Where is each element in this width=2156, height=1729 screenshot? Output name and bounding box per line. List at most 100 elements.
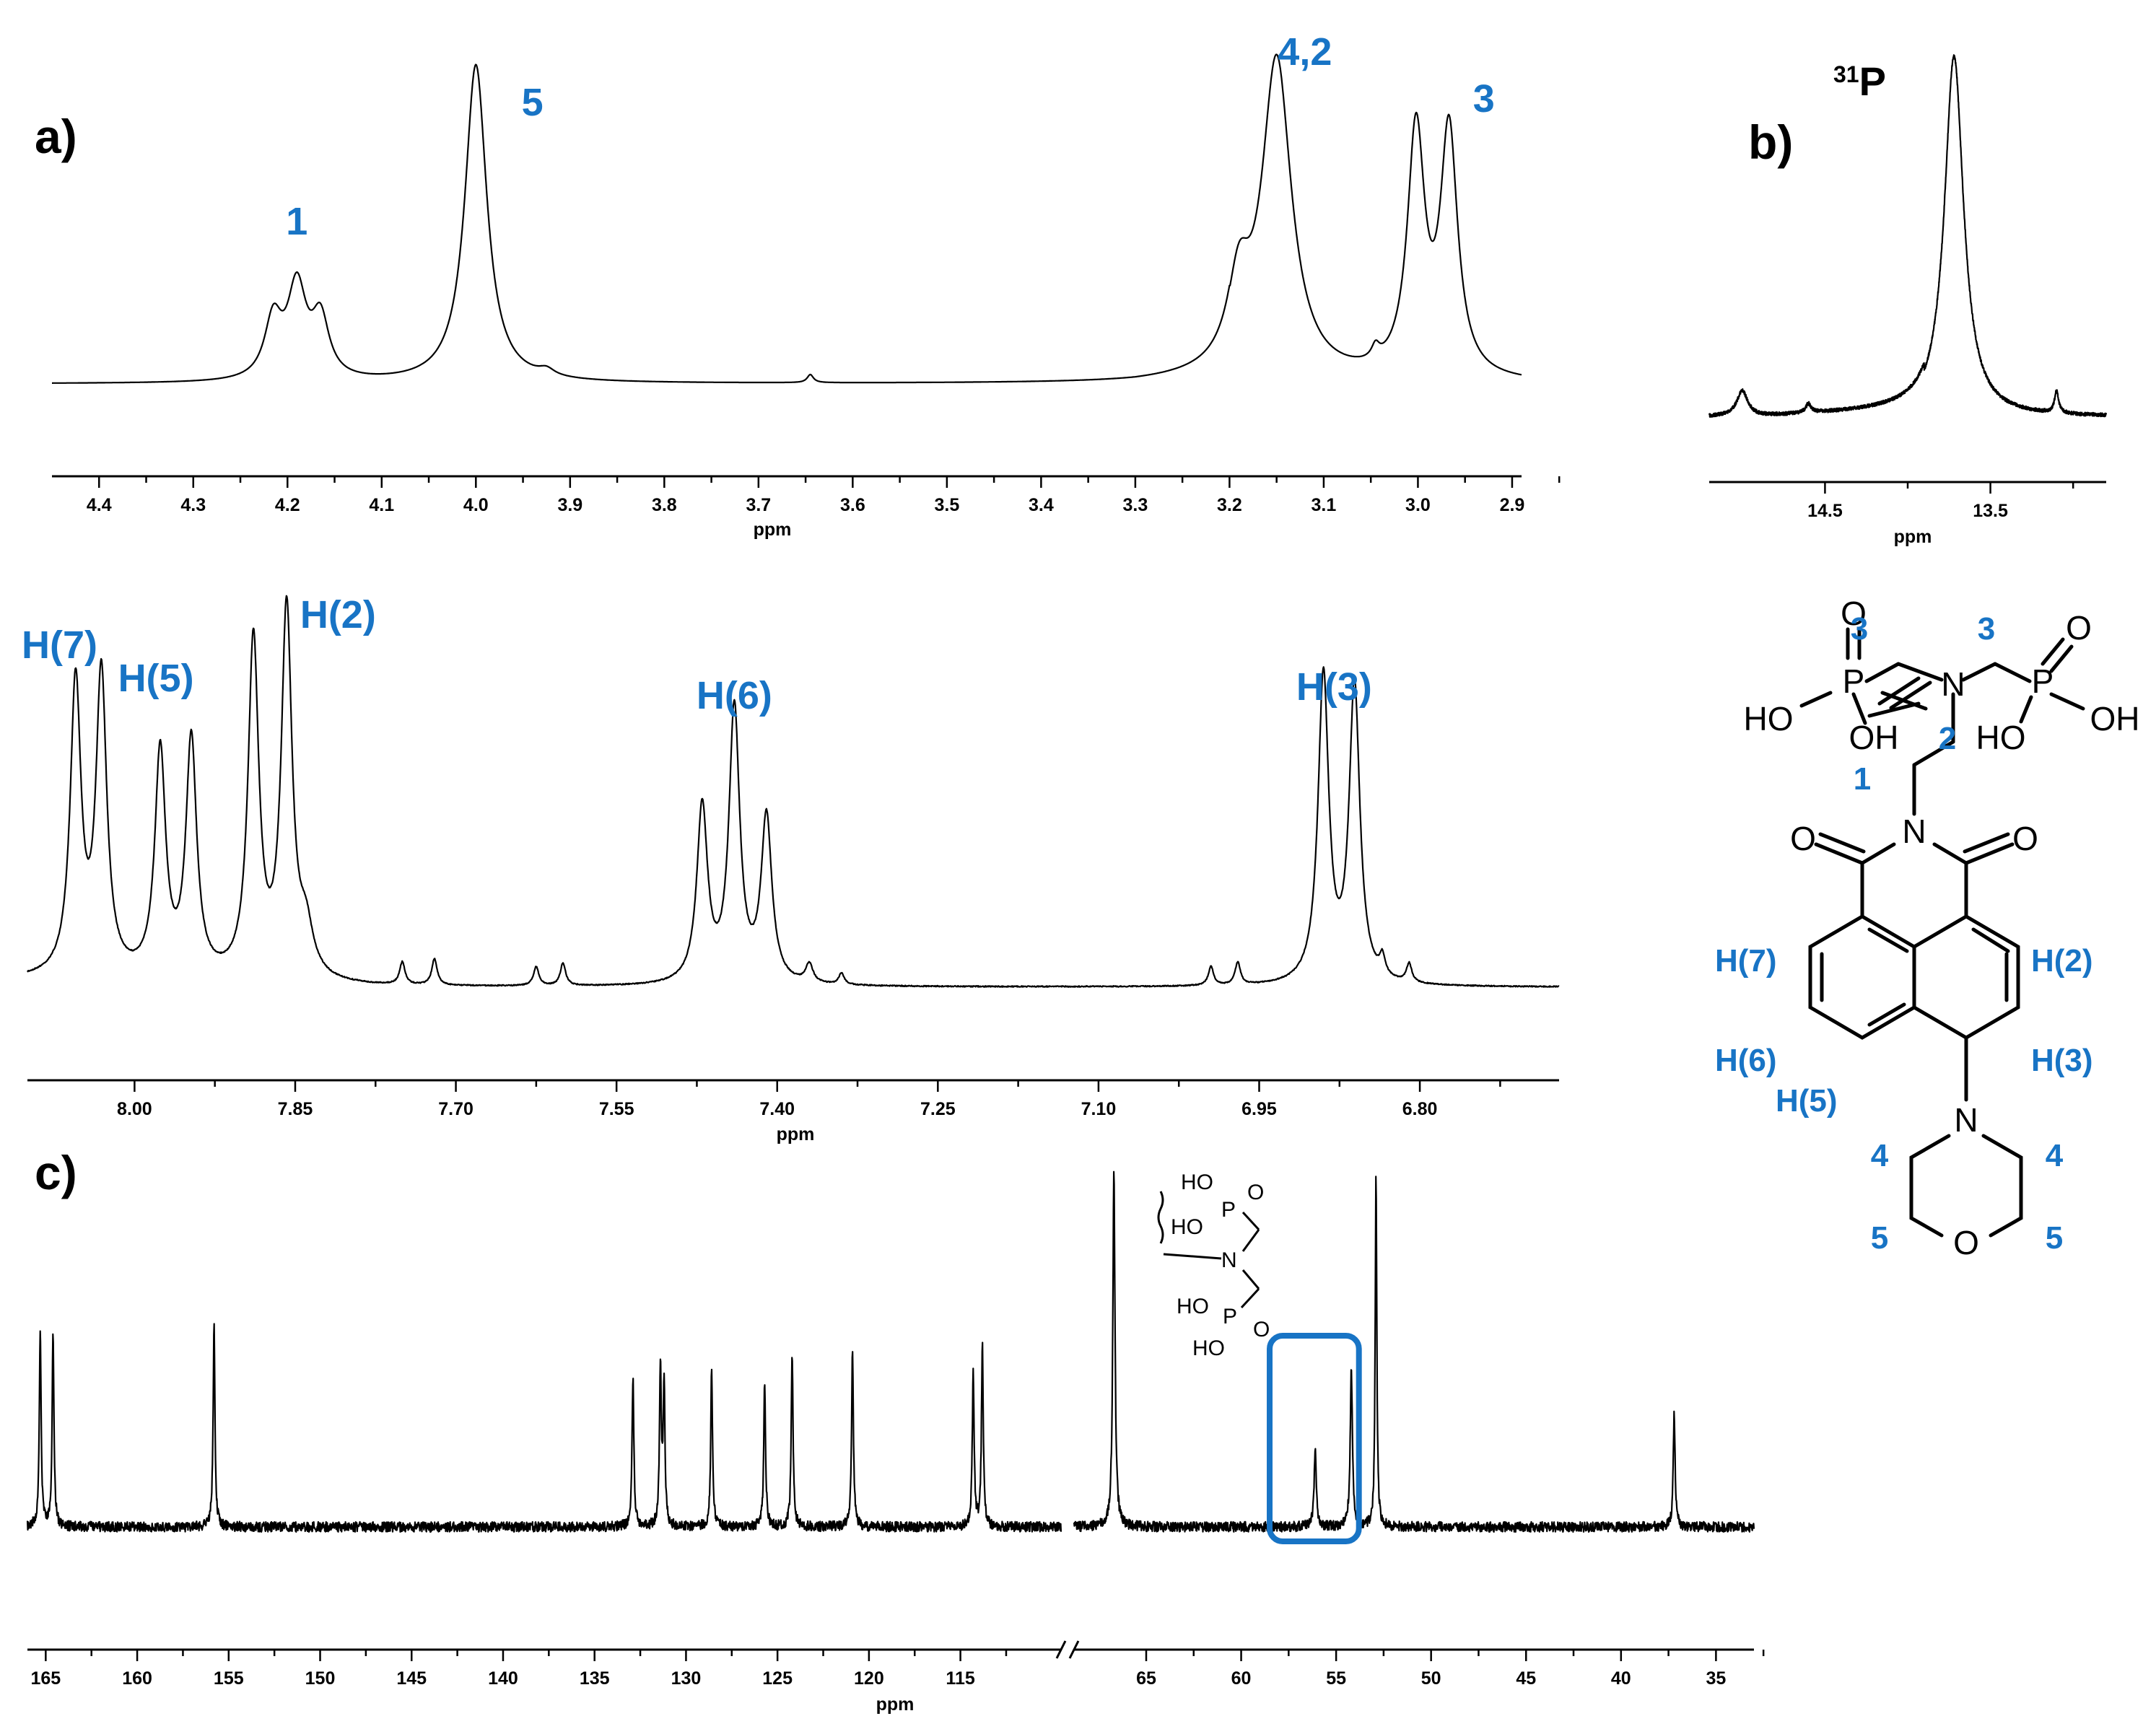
aromatic-peak-label: H(5) (118, 657, 194, 700)
axis-c-tick-label: 40 (1611, 1668, 1631, 1689)
axis-a-tick-label: 3.4 (1029, 495, 1054, 515)
nucleus-label: 31P (1833, 58, 1886, 104)
ring-right-double-1 (1971, 927, 2010, 953)
bond-co-left-o-2 (1818, 832, 1866, 854)
axis-a-tick-label: 3.5 (934, 495, 959, 515)
aromatic-peak-label: H(7) (22, 623, 97, 667)
inset-wavy-bond (1157, 1191, 1164, 1244)
axis-c-tick-label: 160 (122, 1668, 152, 1689)
bond-p-oh-right (2049, 692, 2085, 711)
label-h2: H(2) (2031, 943, 2093, 979)
atom-ho-left: HO (1744, 700, 1794, 737)
axis-a-tick-label: 3.9 (557, 495, 582, 515)
axis-aromatic-tick-label: 7.85 (278, 1099, 313, 1119)
axis-aromatic-tick-label: 7.40 (759, 1099, 795, 1119)
inset-bond-1 (1163, 1253, 1222, 1260)
bond-p-oh-left (1851, 692, 1867, 725)
bond-p-ho-right (2019, 695, 2033, 724)
atom-n-imide: N (1902, 813, 1926, 850)
axis-c-tick-label: 135 (580, 1668, 610, 1689)
bond-p-o-left-double (1877, 676, 1921, 706)
bond-p-o-up-right (2049, 644, 2074, 673)
bond-ho-p-left (1799, 691, 1833, 708)
axis-aromatic-tick-label: 7.25 (920, 1099, 956, 1119)
morpholine-right (1981, 1134, 2023, 1238)
bond-p-ho-left (1867, 701, 1921, 718)
axis-c-tick-label: 35 (1706, 1668, 1726, 1689)
ring-left-double-1 (1867, 927, 1909, 953)
atom-o-morpholine: O (1953, 1224, 1979, 1261)
bond-p-o-left (1889, 680, 1932, 710)
a-peak-label: 4,2 (1278, 30, 1332, 74)
axis-c-tick-label: 45 (1516, 1668, 1536, 1689)
axis-break-mark-2 (1068, 1640, 1080, 1659)
label-c2: 2 (1939, 721, 1956, 756)
label-h3: H(3) (2031, 1043, 2093, 1078)
bond-c2-c1 (1912, 740, 1955, 767)
axis-c-tick-label: 65 (1136, 1668, 1156, 1689)
inset-p-2: P (1223, 1305, 1237, 1329)
atom-o-phosphoryl-right: O (2066, 609, 2092, 647)
atom-p-left: P (1843, 662, 1865, 700)
panel-c-label: c) (35, 1146, 77, 1199)
inset-p-1: P (1221, 1198, 1236, 1222)
label-c5-left: 5 (1871, 1220, 1888, 1256)
axis-aromatic-tick-label: 7.55 (599, 1099, 634, 1119)
bond-n-co-left (1860, 842, 1896, 865)
atom-oh-left: OH (1849, 719, 1899, 756)
highlight-box-phosphonate-peaks (1267, 1333, 1362, 1544)
ring-left (1808, 914, 1916, 1040)
aromatic-peak-label: H(6) (697, 674, 772, 717)
x-ticks-a: 4.4 4.3 4.2 4.1 4.0 3.9 3.8 3.7 3.6 3.5 3.4 3.3 3.2 3… (87, 476, 1561, 515)
bond-ch2-p-right (1993, 662, 2032, 683)
a-peak-label: 3 (1473, 77, 1495, 121)
axis-c-tick-label: 145 (396, 1668, 427, 1689)
x-axis-label-a: ppm (754, 520, 792, 540)
x-ticks-c: 165 160 155 150 145 140 135 130 125 120 115 65 60 55 5… (30, 1650, 1765, 1689)
a-peak-label: 5 (522, 81, 544, 124)
label-c4-right: 4 (2046, 1138, 2064, 1173)
x-axis-label-b: ppm (1894, 527, 1932, 547)
inset-bond-2 (1241, 1229, 1260, 1252)
axis-a-tick-label: 4.3 (180, 495, 206, 515)
label-h7: H(7) (1715, 943, 1777, 979)
panel-c-13c: c) 165 160 155 150 145 140 135 130 125 120 115 65 60… (26, 1146, 1765, 1715)
x-axis-label-aromatic: ppm (777, 1124, 815, 1144)
inset-ho-2: HO (1171, 1215, 1203, 1239)
inset-bond-3 (1241, 1211, 1260, 1231)
bond-p-c3-left-a (1880, 691, 1928, 711)
axis-a-tick-label: 3.7 (746, 495, 771, 515)
inset-o-2: O (1253, 1318, 1270, 1341)
nucleus-mass: 31 (1833, 61, 1859, 87)
axis-a-tick-label: 4.0 (463, 495, 489, 515)
inset-n: N (1221, 1248, 1237, 1272)
aromatic-peak-label: H(3) (1296, 665, 1372, 709)
atom-o-imide-left: O (1790, 820, 1816, 857)
label-c1: 1 (1854, 761, 1871, 797)
axis-a-tick-label: 3.3 (1123, 495, 1148, 515)
inset-ho-3: HO (1177, 1295, 1209, 1318)
label-h5: H(5) (1776, 1083, 1838, 1119)
x-ticks-b: 14.5 13.5 (1807, 482, 2074, 521)
axis-a-tick-label: 3.2 (1217, 495, 1242, 515)
spectrum-trace-c-left (26, 1323, 1062, 1533)
atom-oh-right: OH (2090, 700, 2140, 737)
spectrum-trace-aromatic (27, 595, 1560, 988)
bond-ch2-n-left (1896, 662, 1944, 682)
spectrum-trace-b (1708, 54, 2108, 418)
axis-a-tick-label: 4.2 (275, 495, 300, 515)
axis-a-tick-label: 4.4 (87, 495, 112, 515)
panel-a-1h-aliphatic: a) 4.4 4.3 4.2 4.1 4.0 3.9 3.8 3.7 3.6 3.5 3.4 3.3 3… (35, 30, 1561, 540)
x-ticks-aromatic: 8.00 7.85 7.70 7.55 7.40 7.25 7.10 6.95 6.80 (117, 1080, 1501, 1119)
atom-n-amine: N (1941, 665, 1965, 703)
bond-n-ch2-right (1961, 662, 1997, 682)
panel-b-label: b) (1748, 115, 1793, 169)
aromatic-peak-label: H(2) (300, 593, 376, 636)
axis-b-tick-label: 13.5 (1973, 501, 2008, 521)
bond-co-right-o-2 (1963, 832, 2010, 854)
panel-1h-aromatic: 8.00 7.85 7.70 7.55 7.40 7.25 7.10 6.95 6.80 ppm… (22, 593, 1560, 1144)
chemical-structure: N N N O O O P P O O HO OH HO OH 3 3 2 1 … (1715, 595, 2140, 1261)
bond-co-left-o (1814, 842, 1864, 865)
label-h6: H(6) (1715, 1043, 1777, 1078)
atom-ho-right: HO (1976, 719, 2026, 756)
